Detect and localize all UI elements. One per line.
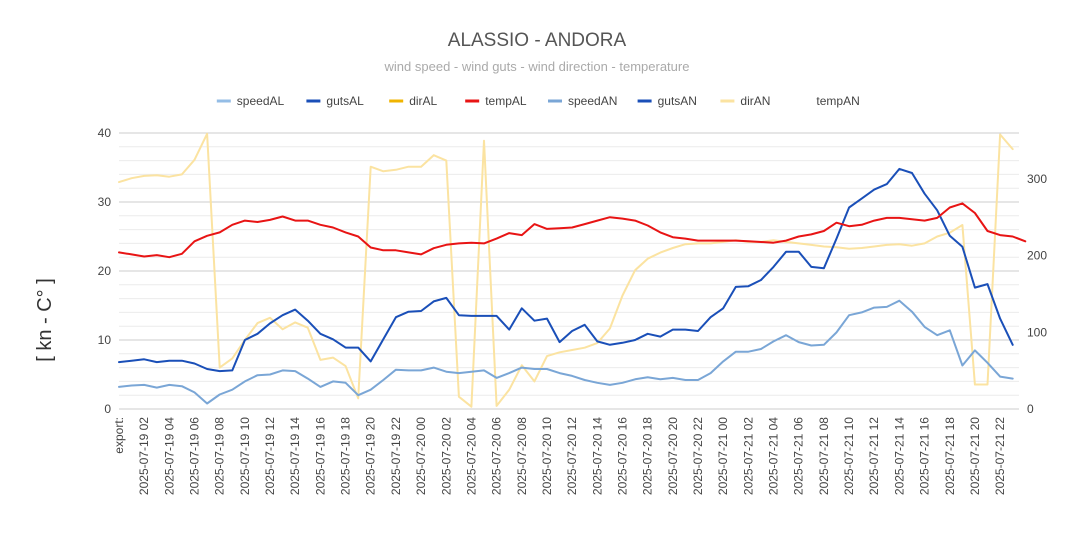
x-tick-label: 2025-07-20 22 xyxy=(691,417,705,495)
y-tick-label: 10 xyxy=(98,333,112,347)
x-axis: export: 2025-07-19 02 2025-07-19 04 2025-07… xyxy=(112,417,1007,495)
x-tick-label: 2025-07-19 08 xyxy=(213,417,227,495)
x-tick-label: 2025-07-21 16 xyxy=(918,417,932,495)
legend: speedAL gutsAL dirAL tempAL speedAN gutsAN dir… xyxy=(216,94,860,108)
x-tick-label: 2025-07-20 04 xyxy=(464,417,478,495)
x-tick-label: 2025-07-19 12 xyxy=(263,417,277,495)
series-line-gutsAN xyxy=(118,167,1014,373)
x-tick-label: 2025-07-21 10 xyxy=(842,417,856,495)
x-tick-label: 2025-07-21 02 xyxy=(741,417,755,495)
x-tick-label: 2025-07-21 08 xyxy=(817,417,831,495)
x-tick-label: 2025-07-20 14 xyxy=(590,417,604,495)
series-lines xyxy=(118,132,1027,408)
x-tick-label: 2025-07-20 08 xyxy=(515,417,529,495)
y-tick-label: 30 xyxy=(98,195,112,209)
x-tick-label: 2025-07-19 10 xyxy=(238,417,252,495)
x-tick-label: 2025-07-21 00 xyxy=(716,417,730,495)
legend-label-speedAL: speedAL xyxy=(237,94,285,108)
x-tick-label: 2025-07-19 18 xyxy=(339,417,353,495)
x-tick-label: 2025-07-21 12 xyxy=(867,417,881,495)
legend-label-gutsAN: gutsAN xyxy=(658,94,697,108)
y-axis-title: [ kn - C° ] xyxy=(34,278,56,362)
chart-subtitle: wind speed - wind guts - wind direction … xyxy=(384,59,690,74)
x-tick-label: 2025-07-20 20 xyxy=(666,417,680,495)
legend-label-gutsAL: gutsAL xyxy=(326,94,364,108)
x-tick-label: 2025-07-19 22 xyxy=(389,417,403,495)
x-tick-label: 2025-07-20 18 xyxy=(641,417,655,495)
x-tick-label: 2025-07-20 06 xyxy=(490,417,504,495)
x-tick-label: 2025-07-20 10 xyxy=(540,417,554,495)
chart-title: ALASSIO - ANDORA xyxy=(448,30,627,51)
x-tick-label: 2025-07-21 06 xyxy=(792,417,806,495)
x-tick-label: 2025-07-21 04 xyxy=(767,417,781,495)
y2-tick-label: 300 xyxy=(1027,172,1047,186)
legend-label-dirAN: dirAN xyxy=(740,94,770,108)
x-tick-label: 2025-07-20 16 xyxy=(615,417,629,495)
x-tick-label: 2025-07-19 06 xyxy=(188,417,202,495)
left-axis: 0 10 20 30 40 xyxy=(98,126,112,416)
x-tick-label: 2025-07-19 02 xyxy=(137,417,151,495)
x-tick-label: 2025-07-20 00 xyxy=(414,417,428,495)
x-tick-label: 2025-07-21 18 xyxy=(943,417,957,495)
legend-label-tempAN: tempAN xyxy=(816,94,859,108)
y2-tick-label: 200 xyxy=(1027,249,1047,263)
legend-label-speedAN: speedAN xyxy=(568,94,617,108)
x-tick-label: 2025-07-19 14 xyxy=(288,417,302,495)
series-line-dirAN xyxy=(118,132,1014,408)
series-line-speedAN xyxy=(118,299,1014,405)
y-tick-label: 40 xyxy=(98,126,112,140)
x-tick-label: 2025-07-19 04 xyxy=(162,417,176,495)
x-tick-label: 2025-07-19 20 xyxy=(364,417,378,495)
x-tick-label: 2025-07-21 14 xyxy=(892,417,906,495)
x-tick-label: 2025-07-20 02 xyxy=(439,417,453,495)
series-line-tempAL xyxy=(118,202,1027,259)
y-tick-label: 20 xyxy=(98,264,112,278)
grid-lines xyxy=(119,132,1019,410)
y2-tick-label: 100 xyxy=(1027,325,1047,339)
x-tick-label: 2025-07-19 16 xyxy=(313,417,327,495)
x-tick-label: 2025-07-21 22 xyxy=(993,417,1007,495)
x-tick-label: export: xyxy=(112,417,126,454)
legend-label-dirAL: dirAL xyxy=(409,94,437,108)
y2-tick-label: 0 xyxy=(1027,402,1034,416)
legend-label-tempAL: tempAL xyxy=(485,94,527,108)
right-axis: 0 100 200 300 xyxy=(1027,172,1047,416)
x-tick-label: 2025-07-21 20 xyxy=(968,417,982,495)
y-tick-label: 0 xyxy=(104,402,111,416)
x-tick-label: 2025-07-20 12 xyxy=(565,417,579,495)
